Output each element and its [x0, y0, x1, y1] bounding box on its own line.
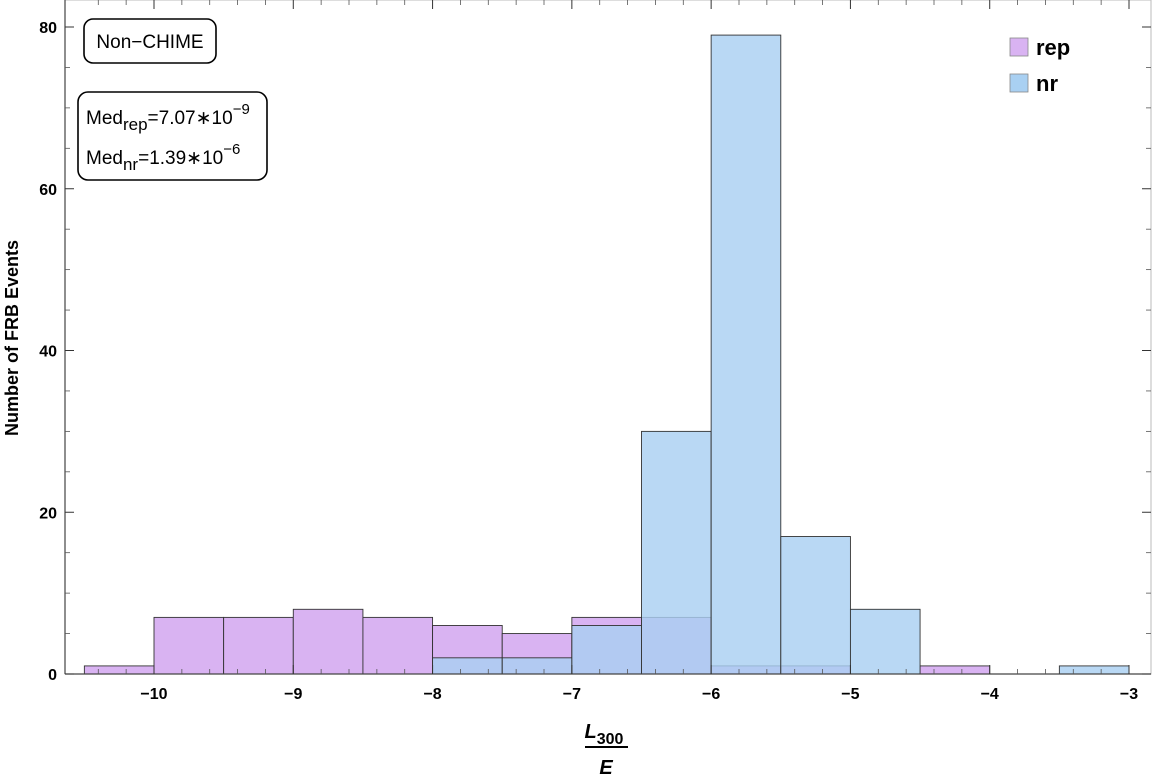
bar-nr — [641, 430, 712, 675]
bar-nr — [432, 657, 503, 675]
svg-text:E: E — [599, 757, 613, 777]
y-tick-label: 40 — [39, 344, 57, 361]
y-tick-label: 80 — [39, 20, 57, 37]
axis-ticks: −10 −9 −8 −7 −6 −5 −4 −3 0 20 40 60 80 — [39, 0, 1151, 703]
bar-nr — [501, 657, 573, 675]
x-tick-label: −8 — [423, 686, 441, 703]
x-tick-label: −3 — [1120, 686, 1138, 703]
non-chime-annotation: Non−CHIME — [83, 18, 217, 64]
bar-nr — [849, 608, 921, 675]
median-rep-text: Medrep=7.07∗10−9 — [86, 101, 250, 134]
x-tick-label: −4 — [981, 686, 999, 703]
bar-rep — [919, 665, 991, 675]
median-stats-box: Medrep=7.07∗10−9 Mednr=1.39∗10−6 — [77, 91, 268, 181]
svg-text:L300: L300 — [585, 721, 624, 748]
legend-label-nr: nr — [1036, 71, 1058, 96]
x-axis-label: L300 E — [585, 721, 628, 777]
legend-label-rep: rep — [1036, 35, 1070, 60]
x-tick-label: −5 — [841, 686, 859, 703]
y-axis-label: Number of FRB Events — [2, 240, 22, 436]
legend: rep nr — [1009, 35, 1070, 96]
bar-rep — [292, 608, 364, 675]
bar-nr — [1058, 665, 1130, 675]
median-nr-text: Mednr=1.39∗10−6 — [86, 141, 240, 174]
bar-rep — [153, 616, 225, 675]
non-chime-label: Non−CHIME — [96, 32, 203, 53]
y-tick-label: 0 — [48, 667, 57, 684]
y-tick-label: 60 — [39, 182, 57, 199]
y-tick-label: 20 — [39, 505, 57, 522]
x-tick-label: −9 — [284, 686, 302, 703]
bar-rep — [362, 616, 434, 675]
x-tick-label: −6 — [702, 686, 720, 703]
legend-swatch-rep — [1009, 37, 1029, 57]
plot-frame — [64, 0, 1152, 675]
legend-swatch-nr — [1009, 73, 1029, 93]
bar-rep — [223, 616, 294, 675]
bar-rep — [83, 665, 155, 675]
bar-nr — [780, 536, 851, 675]
bar-nr — [571, 625, 642, 675]
nr-bars — [432, 34, 1130, 675]
x-tick-label: −7 — [563, 686, 581, 703]
x-tick-label: −10 — [140, 686, 167, 703]
bar-nr — [710, 34, 782, 675]
